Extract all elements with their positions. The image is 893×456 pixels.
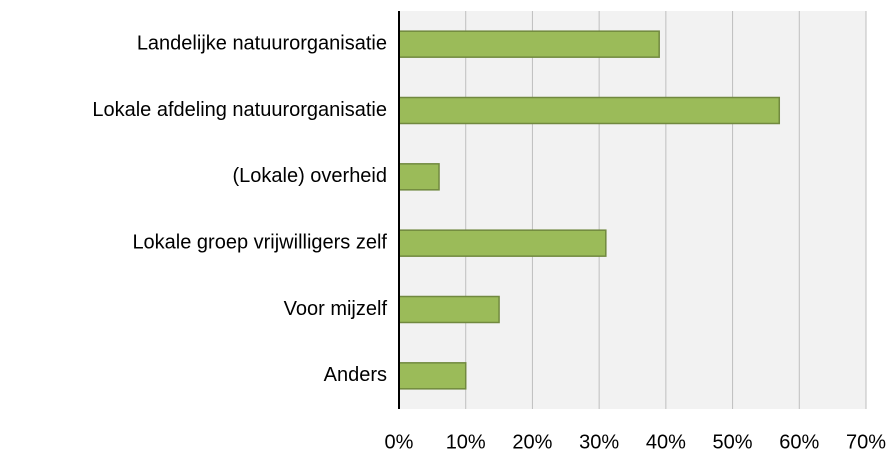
x-tick-label: 70% [846,431,886,453]
bar [398,295,500,324]
x-tick-label: 0% [385,431,414,453]
bar [398,96,781,125]
y-tick-label: Anders [324,364,387,386]
y-tick-label: Landelijke natuurorganisatie [137,32,387,54]
bar [398,229,607,257]
bar [398,163,440,191]
x-tick-label: 30% [579,431,619,453]
y-tick-label: Lokale afdeling natuurorganisatie [92,99,387,121]
x-tick-label: 40% [646,431,686,453]
x-tick-label: 10% [446,431,486,453]
bar [398,30,660,58]
plot-area [399,11,866,409]
bar [398,362,467,390]
x-tick-label: 60% [779,431,819,453]
y-tick-label: Voor mijzelf [284,298,388,320]
y-tick-label: (Lokale) overheid [232,165,387,187]
x-tick-label: 20% [512,431,552,453]
x-tick-label: 50% [713,431,753,453]
y-tick-label: Lokale groep vrijwilligers zelf [132,231,387,253]
